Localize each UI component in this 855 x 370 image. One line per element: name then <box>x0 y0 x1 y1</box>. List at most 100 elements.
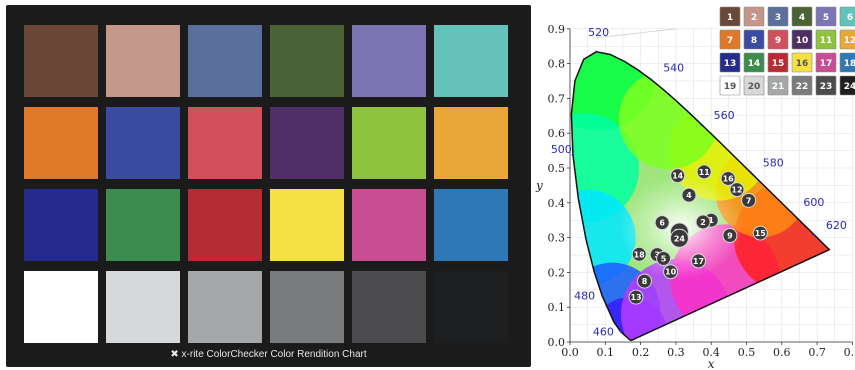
xrite-logo-icon: ✖ <box>170 349 179 360</box>
legend-swatch-label: 7 <box>727 36 733 46</box>
legend-swatch <box>815 6 837 27</box>
patch-point-label: 9 <box>727 232 733 241</box>
patch-point <box>720 170 736 186</box>
patch-point-label: 14 <box>672 172 684 181</box>
legend-swatch-label: 2 <box>751 13 757 23</box>
patch-point-label: 24 <box>674 234 686 243</box>
wavelength-label: 520 <box>588 26 609 39</box>
wavelength-label: 460 <box>593 326 614 339</box>
swatch-6 <box>434 25 508 97</box>
patch-point <box>681 187 697 203</box>
patch-point <box>741 192 757 208</box>
patch-point <box>654 215 670 231</box>
wavelength-label: 540 <box>663 62 684 75</box>
fill-hue-blob <box>571 113 640 223</box>
fill-hue-blob <box>618 69 719 170</box>
swatch-2 <box>106 25 180 97</box>
swatch-11 <box>352 107 426 179</box>
patch-point-label: 18 <box>634 250 646 259</box>
x-tick-label: 0.6 <box>773 346 791 359</box>
legend-swatch <box>791 6 813 27</box>
legend-swatch-label: 20 <box>748 82 761 92</box>
legend-swatch-label: 10 <box>796 36 809 46</box>
y-tick-label: 0.5 <box>548 162 566 175</box>
patch-point-label: 12 <box>731 186 742 195</box>
patch-point <box>663 264 679 280</box>
patch-point-label: 4 <box>686 191 692 200</box>
legend-swatch-label: 16 <box>796 59 809 69</box>
legend-swatch-label: 5 <box>823 13 829 23</box>
wavelength-marker <box>700 123 703 127</box>
swatch-21 <box>188 271 262 343</box>
swatch-7 <box>24 107 98 179</box>
y-tick-label: 0.1 <box>548 301 566 314</box>
wavelength-label: 560 <box>714 109 735 122</box>
x-tick-label: 0.5 <box>738 346 756 359</box>
legend-swatch-label: 1 <box>727 13 733 23</box>
legend-swatch-label: 24 <box>844 82 855 92</box>
legend-swatch <box>791 52 813 73</box>
patch-point-label: 8 <box>642 277 648 286</box>
cie-diagram-svg: 0.0 0.1 0.2 0.3 0.4 0.5 0.6 0.7 0.8 0.0 0.1 0.2 0.3 0… <box>535 6 855 370</box>
wavelength-marker <box>749 171 752 174</box>
patch-point-label: 11 <box>699 168 711 177</box>
patch-point-label: 7 <box>746 196 752 205</box>
legend-swatch-label: 12 <box>844 36 855 46</box>
swatch-3 <box>188 25 262 97</box>
legend-swatch-label: 17 <box>820 59 833 69</box>
y-axis-label: y <box>535 178 543 192</box>
x-axis-label: x <box>708 357 715 370</box>
legend-swatch-label: 3 <box>775 13 781 23</box>
patch-point <box>690 253 706 269</box>
wavelength-label: 480 <box>574 290 595 303</box>
axes: 0.0 0.1 0.2 0.3 0.4 0.5 0.6 0.7 0.8 0.0 0.1 0.2 0.3 0… <box>535 23 855 370</box>
patch-point-label: 1 <box>708 216 714 225</box>
legend-swatch <box>839 52 855 73</box>
grid-wedge <box>596 28 676 39</box>
legend-swatch-label: 19 <box>724 82 737 92</box>
legend-swatch <box>719 29 741 50</box>
legend-swatch <box>767 29 789 50</box>
x-tick-label: 0.7 <box>808 346 826 359</box>
spectral-locus <box>570 51 831 342</box>
y-tick-label: 0.2 <box>548 266 566 279</box>
legend-swatch-label: 13 <box>724 59 737 69</box>
legend-swatch-label: 22 <box>796 82 809 92</box>
patch-point <box>628 289 644 305</box>
patch-point-label: 13 <box>630 293 641 302</box>
swatch-4 <box>270 25 344 97</box>
y-tick-label: 0.4 <box>548 197 566 210</box>
patch-point <box>656 250 672 266</box>
swatch-19 <box>24 271 98 343</box>
y-tick-label: 0.9 <box>548 23 566 36</box>
wavelength-marker <box>571 153 575 156</box>
y-tick-label: 0.6 <box>548 127 566 140</box>
x-tick-label: 0.2 <box>632 346 650 359</box>
wavelength-marker <box>790 210 793 214</box>
legend-swatch <box>767 6 789 27</box>
legend-swatch-label: 4 <box>799 13 805 23</box>
legend-swatch-label: 6 <box>847 13 853 23</box>
checker-caption: ✖ x-rite ColorChecker Color Rendition Ch… <box>6 349 531 360</box>
patch-point-label: 5 <box>661 254 667 263</box>
colorchecker-chart: ✖ x-rite ColorChecker Color Rendition Ch… <box>6 5 531 367</box>
legend-swatch <box>815 29 837 50</box>
legend-swatch <box>743 29 765 50</box>
wavelength-marker <box>649 78 653 81</box>
swatch-24 <box>434 271 508 343</box>
legend-swatch <box>791 75 813 96</box>
wavelength-marker <box>812 233 816 237</box>
swatch-17 <box>352 189 426 261</box>
swatch-12 <box>434 107 508 179</box>
wavelength-label: 620 <box>826 219 847 232</box>
legend-swatch-label: 11 <box>820 36 833 46</box>
legend-swatch <box>815 52 837 73</box>
chromaticity-diagram: 0.0 0.1 0.2 0.3 0.4 0.5 0.6 0.7 0.8 0.0 0.1 0.2 0.3 0… <box>533 0 855 370</box>
y-tick-label: 0.7 <box>548 92 566 105</box>
y-tick-label: 0.0 <box>548 336 566 349</box>
legend-swatch-label: 14 <box>748 59 761 69</box>
checker-caption-text: x-rite ColorChecker Color Rendition Char… <box>181 349 367 360</box>
patch-point-label: 15 <box>755 229 767 238</box>
swatch-23 <box>352 271 426 343</box>
